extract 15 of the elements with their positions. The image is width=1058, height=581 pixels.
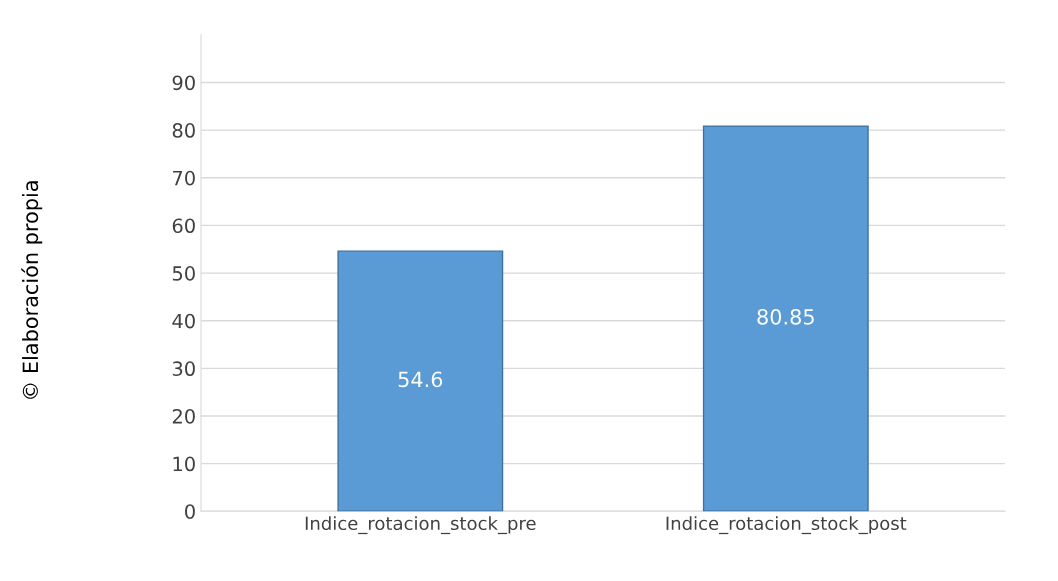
x-tick-label: Indice_rotacion_stock_post bbox=[666, 516, 907, 535]
y-tick-label: 70 bbox=[173, 170, 195, 186]
x-tick-label: Indice_rotacion_stock_pre bbox=[305, 516, 536, 535]
y-tick-label: 90 bbox=[172, 75, 195, 91]
y-tick-label: 80 bbox=[172, 123, 195, 138]
text: © Elaboración propia bbox=[21, 181, 43, 399]
y-tick-label: 40 bbox=[172, 313, 195, 329]
data-label: 80.85 bbox=[757, 308, 814, 325]
y-tick-label: 30 bbox=[172, 361, 195, 377]
y-tick-label: 10 bbox=[173, 456, 195, 472]
y-tick-label: 60 bbox=[172, 218, 195, 234]
data-label: 54.6 bbox=[398, 371, 443, 388]
y-tick-label: 50 bbox=[172, 266, 195, 281]
y-tick-label: 20 bbox=[172, 408, 195, 424]
y-tick-label: 0 bbox=[185, 504, 195, 519]
